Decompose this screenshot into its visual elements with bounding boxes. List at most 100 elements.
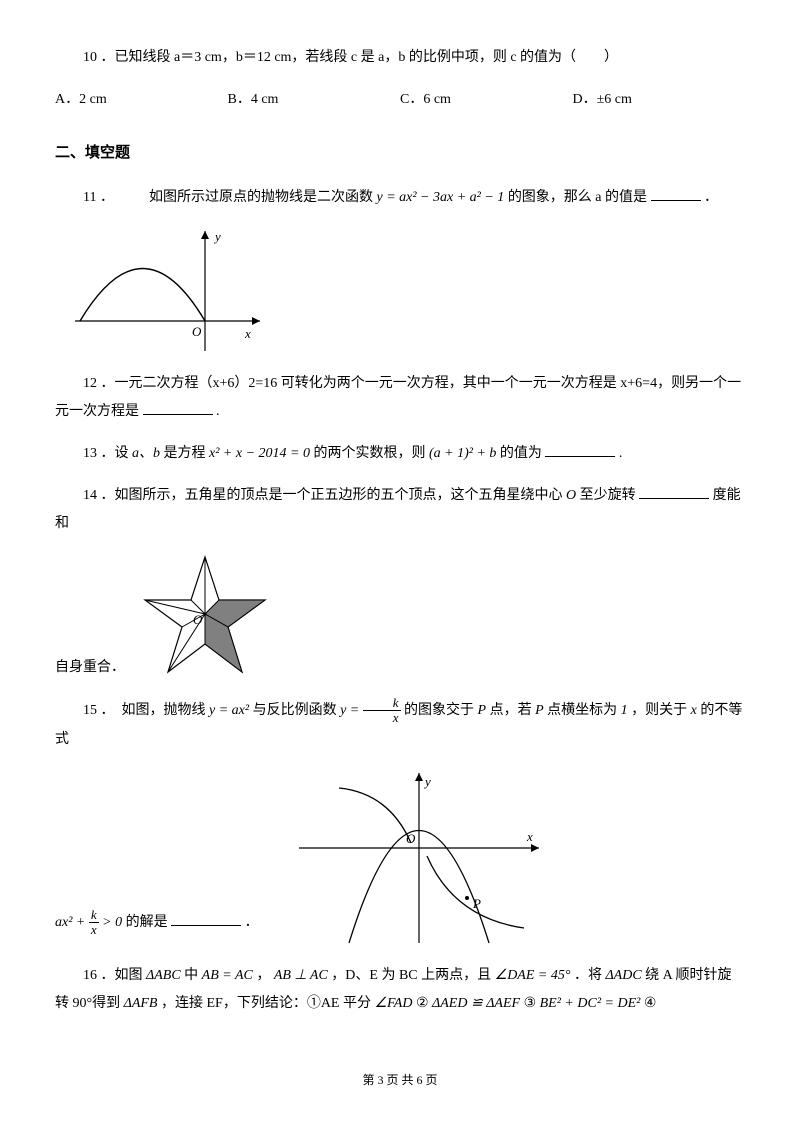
q11-y-label: y bbox=[213, 229, 221, 244]
q10-text: ．已知线段 a＝3 cm，b＝12 cm，若线段 c 是 a，b 的比例中项，则… bbox=[101, 50, 619, 65]
q16-ang: ∠FAD bbox=[374, 996, 412, 1011]
q15-x-label: x bbox=[526, 829, 533, 844]
q13-expr: (a + 1)² + b bbox=[429, 446, 496, 461]
q13-tail: . bbox=[619, 446, 623, 461]
q13-pre: ．设 bbox=[101, 446, 133, 461]
q16-tri3: ΔAFB bbox=[124, 996, 158, 1011]
q13-post: 的值为 bbox=[500, 446, 542, 461]
q15-mid1: 与反比例函数 bbox=[253, 703, 341, 718]
q15-tail: ． bbox=[245, 915, 259, 930]
q10-num: 10 bbox=[83, 50, 97, 65]
q16-tri5: ΔAEF bbox=[486, 996, 520, 1011]
question-14: 14 ．如图所示，五角星的顶点是一个正五边形的五个顶点，这个五角星绕中心 O 至… bbox=[55, 482, 745, 538]
q16-eq4: BE² + DC² = DE² bbox=[540, 996, 641, 1011]
page-footer: 第 3 页 共 6 页 bbox=[55, 1068, 745, 1092]
q15-figure: P y x O bbox=[289, 768, 549, 948]
q14-num: 14 bbox=[83, 488, 97, 503]
q16-t6: ，连接 EF，下列结论：①AE 平分 bbox=[161, 996, 375, 1011]
q11-x-label: x bbox=[244, 326, 251, 341]
q15-row: ax² + k x > 0 的解是 ． P y x O bbox=[55, 768, 745, 948]
q12-tail: . bbox=[216, 404, 220, 419]
q16-eq1: AB = AC bbox=[202, 968, 253, 983]
q15-mid5: ，则关于 bbox=[631, 703, 691, 718]
q14-tail: 自身重合． bbox=[55, 654, 125, 682]
q15-ineq-frac: k x bbox=[89, 908, 99, 938]
q11-pre: ． 如图所示过原点的抛物线是二次函数 bbox=[100, 190, 377, 205]
q15-pre: ． 如图，抛物线 bbox=[101, 703, 210, 718]
q15-ineq-t1: ax² bbox=[55, 915, 72, 930]
q13-eq: x² + x − 2014 = 0 bbox=[209, 446, 310, 461]
q12-num: 12 bbox=[83, 376, 97, 391]
q15-P1: P bbox=[478, 703, 487, 718]
question-16: 16 ．如图 ΔABC 中 AB = AC ， AB ⊥ AC ，D、E 为 B… bbox=[55, 962, 745, 1018]
q14-mid: 至少旋转 bbox=[580, 488, 636, 503]
q15-f2-den: x bbox=[363, 711, 401, 725]
q15-num: 15 bbox=[83, 703, 97, 718]
q16-tri4: ΔAED bbox=[432, 996, 467, 1011]
star-icon: O bbox=[135, 552, 275, 682]
q15-post: 的解是 bbox=[126, 915, 168, 930]
star-center-label: O bbox=[193, 612, 203, 627]
q10-options: A．2 cm B．4 cm C．6 cm D．±6 cm bbox=[55, 86, 745, 114]
q10-opt-b: B．4 cm bbox=[228, 86, 401, 114]
q16-num: 16 bbox=[83, 968, 97, 983]
q11-num: 11 bbox=[83, 190, 96, 205]
q15-mid2: 的图象交于 bbox=[404, 703, 478, 718]
q11-tail: ． bbox=[704, 190, 718, 205]
q16-t1: 中 bbox=[184, 968, 202, 983]
q15-blank bbox=[171, 911, 241, 926]
q15-x: x bbox=[691, 703, 697, 718]
q16-pre: ．如图 bbox=[101, 968, 147, 983]
q16-t2: ， bbox=[256, 968, 274, 983]
question-12: 12 ．一元二次方程（x+6）2=16 可转化为两个一元一次方程，其中一个一元一… bbox=[55, 370, 745, 426]
q15-o-label: O bbox=[406, 831, 416, 846]
q15-ineq-gt: > 0 bbox=[102, 915, 122, 930]
question-10: 10 ．已知线段 a＝3 cm，b＝12 cm，若线段 c 是 a，b 的比例中… bbox=[55, 44, 745, 72]
q15-ineq-den: x bbox=[89, 923, 99, 937]
question-11: 11 ． 如图所示过原点的抛物线是二次函数 y = ax² − 3ax + a²… bbox=[55, 184, 745, 212]
q11-post: 的图象，那么 a 的值是 bbox=[508, 190, 647, 205]
q11-figure: y x O bbox=[75, 226, 745, 356]
q11-blank bbox=[651, 186, 701, 201]
q14-row: 自身重合． O bbox=[55, 552, 745, 682]
q15-ineq-plus: + bbox=[76, 915, 89, 930]
question-13: 13 ．设 a、b 是方程 x² + x − 2014 = 0 的两个实数根，则… bbox=[55, 440, 745, 468]
q14-pre: ．如图所示，五角星的顶点是一个正五边形的五个顶点，这个五角星绕中心 bbox=[101, 488, 567, 503]
q16-tri2: ΔADC bbox=[605, 968, 641, 983]
q13-mid2: 的两个实数根，则 bbox=[313, 446, 429, 461]
q16-eq2: AB ⊥ AC bbox=[274, 968, 328, 983]
q11-origin-label: O bbox=[192, 324, 202, 339]
q15-P2: P bbox=[535, 703, 544, 718]
q10-opt-d: D．±6 cm bbox=[573, 86, 746, 114]
q13-num: 13 bbox=[83, 446, 97, 461]
q15-inequality: ax² + k x > 0 的解是 ． bbox=[55, 908, 259, 948]
q13-blank bbox=[545, 442, 615, 457]
q15-mid4: 点横坐标为 bbox=[547, 703, 621, 718]
q15-one: 1 bbox=[621, 703, 628, 718]
q16-eq3: ∠DAE = 45° bbox=[495, 968, 571, 983]
q12-blank bbox=[143, 400, 213, 415]
q16-t9: ④ bbox=[644, 996, 657, 1011]
q15-y-label: y bbox=[423, 774, 431, 789]
q15-f2-lhs: y = bbox=[340, 703, 359, 718]
q16-tri1: ΔABC bbox=[146, 968, 181, 983]
q15-f2-frac: k x bbox=[363, 696, 401, 726]
q16-t7: ② bbox=[416, 996, 432, 1011]
q16-t3: ，D、E 为 BC 上两点，且 bbox=[331, 968, 494, 983]
q10-opt-c: C．6 cm bbox=[400, 86, 573, 114]
q16-cong: ≌ bbox=[471, 996, 483, 1011]
q11-formula: y = ax² − 3ax + a² − 1 bbox=[376, 190, 504, 205]
question-15: 15 ． 如图，抛物线 y = ax² 与反比例函数 y = k x 的图象交于… bbox=[55, 696, 745, 754]
q13-mid1: 是方程 bbox=[164, 446, 210, 461]
q16-t4: ．将 bbox=[574, 968, 606, 983]
section-2-title: 二、填空题 bbox=[55, 138, 745, 168]
q15-f1: y = ax² bbox=[209, 703, 249, 718]
q15-f2-num: k bbox=[363, 696, 401, 711]
q16-t8: ③ bbox=[524, 996, 540, 1011]
q10-opt-a: A．2 cm bbox=[55, 86, 228, 114]
q15-ineq-num: k bbox=[89, 908, 99, 923]
q13-ab: a、b bbox=[132, 446, 160, 461]
q15-mid3: 点，若 bbox=[490, 703, 536, 718]
q15-P-label: P bbox=[472, 896, 481, 911]
q14-O: O bbox=[566, 488, 576, 503]
